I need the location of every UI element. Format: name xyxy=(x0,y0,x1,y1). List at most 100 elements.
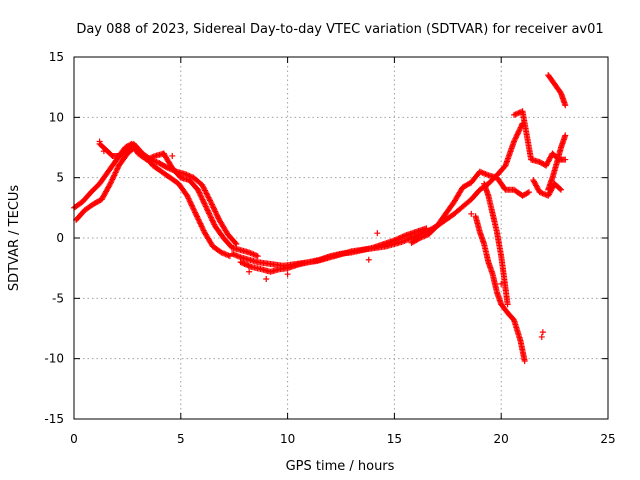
grid xyxy=(74,57,608,419)
y-tick-label: 0 xyxy=(56,231,64,245)
y-tick-label: -10 xyxy=(44,352,64,366)
data-point xyxy=(246,268,253,275)
series-track xyxy=(229,227,432,269)
data-point xyxy=(556,185,563,192)
data-point xyxy=(365,256,372,263)
x-tick-label: 10 xyxy=(280,432,295,446)
data-point xyxy=(246,263,253,270)
data-point xyxy=(558,186,565,193)
data-point xyxy=(192,209,199,216)
series-track xyxy=(96,140,261,260)
data-point xyxy=(169,152,176,159)
data-point xyxy=(204,206,211,213)
chart-title: Day 088 of 2023, Sidereal Day-to-day VTE… xyxy=(76,22,603,37)
data-point xyxy=(516,125,523,132)
data-point xyxy=(107,179,114,186)
data-point xyxy=(210,205,217,212)
data-point xyxy=(214,214,221,221)
data-point xyxy=(515,128,522,135)
data-point xyxy=(185,195,192,202)
data-point xyxy=(198,222,205,229)
data-point xyxy=(396,235,403,241)
data-point xyxy=(562,102,569,109)
data-point xyxy=(194,186,201,193)
data-point xyxy=(513,132,520,139)
data-point xyxy=(398,234,405,241)
data-point xyxy=(514,130,521,137)
y-tick-label: 10 xyxy=(49,110,64,124)
data-point xyxy=(538,333,545,340)
data-point xyxy=(392,236,399,243)
data-point xyxy=(468,210,475,217)
data-point xyxy=(194,215,201,222)
data-point xyxy=(242,261,249,268)
series-track xyxy=(545,132,569,193)
data-point xyxy=(511,138,518,145)
data-point xyxy=(184,194,191,201)
data-point xyxy=(196,189,203,196)
data-point xyxy=(193,212,200,219)
data-point xyxy=(96,138,103,145)
data-point xyxy=(521,358,528,365)
y-tick-labels: -15 -10 -5 0 5 10 15 xyxy=(44,50,64,426)
data-point xyxy=(512,135,519,142)
y-axis-label: SDTVAR / TECUs xyxy=(7,185,22,292)
data-point xyxy=(210,218,217,225)
data-point xyxy=(244,262,251,269)
data-point xyxy=(196,219,203,226)
data-point xyxy=(199,226,206,233)
series-track xyxy=(511,108,569,169)
plot-frame xyxy=(73,56,609,420)
data-point xyxy=(113,168,120,175)
x-tick-label: 5 xyxy=(177,432,185,446)
data-point xyxy=(187,199,194,206)
data-point xyxy=(208,200,215,207)
data-point xyxy=(208,214,215,221)
series-track xyxy=(408,120,526,246)
y-tick-label: -5 xyxy=(52,291,64,305)
data-point xyxy=(186,196,193,203)
data-point xyxy=(254,253,261,260)
data-point xyxy=(199,196,206,203)
data-point xyxy=(197,220,204,227)
data-point xyxy=(209,217,216,224)
data-point xyxy=(516,127,523,134)
series-track xyxy=(472,213,528,365)
x-axis-label: GPS time / hours xyxy=(286,459,395,474)
data-point xyxy=(108,177,115,184)
data-point xyxy=(415,235,422,242)
data-point xyxy=(109,176,116,183)
data-point xyxy=(539,329,546,336)
y-tick-label: -15 xyxy=(44,412,64,426)
data-point xyxy=(111,172,118,179)
data-point xyxy=(192,210,199,217)
data-point xyxy=(241,260,248,267)
data-point xyxy=(524,189,531,196)
y-tick-label: 5 xyxy=(56,171,64,185)
data-point xyxy=(395,235,402,242)
series-track xyxy=(96,138,546,340)
data-point xyxy=(200,197,207,204)
data-point xyxy=(238,259,245,266)
data-point xyxy=(400,233,407,240)
x-tick-label: 25 xyxy=(600,432,615,446)
data-point xyxy=(518,123,525,130)
data-point xyxy=(284,271,291,278)
data-point xyxy=(210,220,217,227)
data-point xyxy=(107,180,114,187)
data-point xyxy=(198,193,205,200)
data-point xyxy=(214,212,221,219)
x-tick-label: 20 xyxy=(494,432,509,446)
data-point xyxy=(196,217,203,224)
data-point xyxy=(374,230,381,237)
data-point xyxy=(198,195,205,202)
data-point xyxy=(113,166,120,173)
data-point xyxy=(191,208,198,215)
data-point xyxy=(106,182,113,189)
data-point xyxy=(232,239,239,246)
data-point xyxy=(511,137,518,144)
data-point xyxy=(163,164,170,171)
y-tick-label: 15 xyxy=(49,50,64,64)
data-point xyxy=(200,199,207,206)
data-point xyxy=(205,209,212,216)
